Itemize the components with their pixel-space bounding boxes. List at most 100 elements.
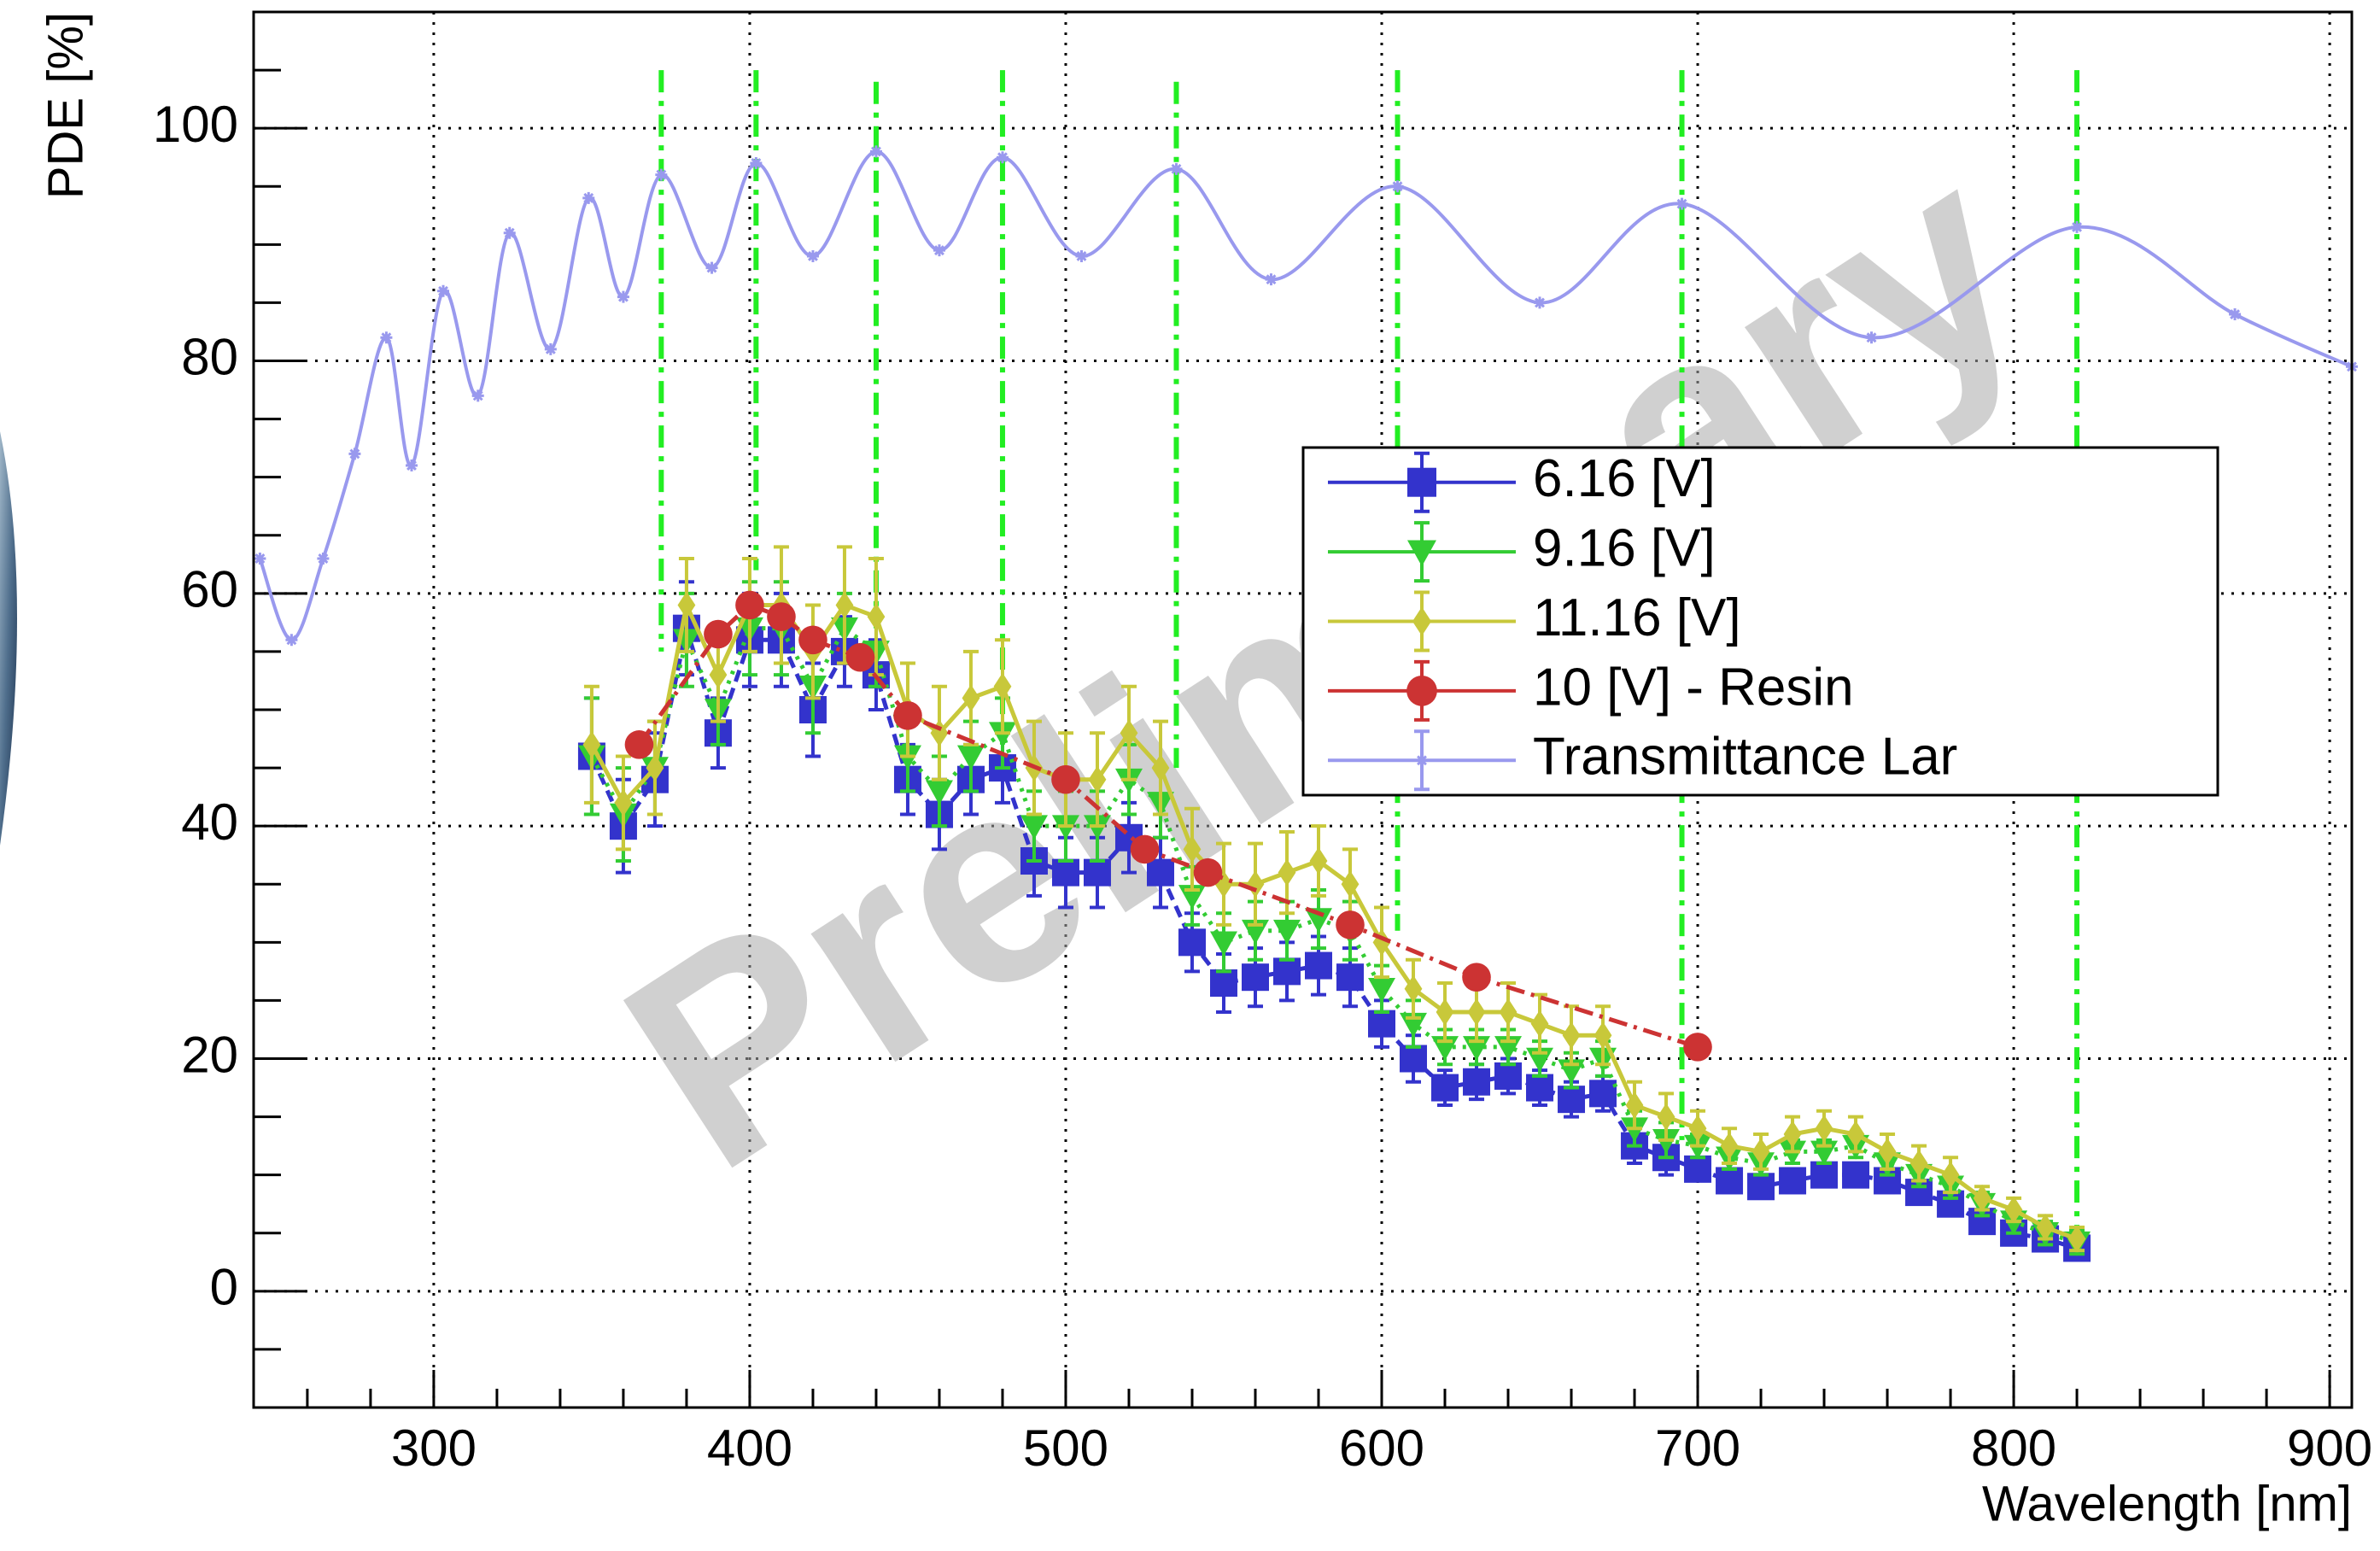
marker — [1416, 754, 1428, 767]
marker — [471, 389, 484, 402]
marker — [1815, 1115, 1833, 1143]
marker — [1562, 1021, 1581, 1050]
marker — [617, 290, 629, 303]
marker — [614, 788, 633, 816]
series-line — [258, 149, 2353, 642]
marker — [1305, 908, 1333, 934]
marker — [1431, 1074, 1459, 1102]
marker — [1657, 1103, 1675, 1131]
marker — [1720, 1132, 1739, 1160]
x-tick-label: 900 — [2287, 1419, 2372, 1477]
photo-fragment — [0, 431, 17, 846]
marker — [1878, 1138, 1897, 1166]
marker — [845, 642, 875, 672]
marker — [348, 448, 361, 460]
marker — [1341, 870, 1360, 898]
marker — [1391, 180, 1404, 193]
marker — [1083, 858, 1111, 887]
marker — [1973, 1184, 1991, 1212]
marker — [933, 244, 945, 257]
x-tick-label: 500 — [1023, 1419, 1108, 1477]
marker — [1120, 719, 1138, 747]
marker — [503, 226, 516, 239]
legend-label: 6.16 [V] — [1533, 449, 1716, 508]
marker — [1412, 606, 1432, 636]
marker — [1241, 963, 1269, 992]
y-tick-label: 0 — [210, 1259, 238, 1316]
marker — [1467, 998, 1486, 1027]
marker — [1193, 857, 1223, 887]
marker — [1272, 919, 1301, 945]
x-tick-label: 800 — [1971, 1419, 2056, 1477]
marker — [1372, 928, 1391, 957]
marker — [750, 157, 763, 170]
marker — [709, 661, 728, 689]
marker — [437, 284, 450, 297]
marker — [1684, 1155, 1712, 1183]
marker — [1526, 1074, 1554, 1102]
marker — [704, 619, 733, 649]
marker — [1683, 1033, 1712, 1062]
marker — [1747, 1173, 1775, 1201]
marker — [1368, 978, 1396, 1003]
marker — [1368, 1010, 1396, 1038]
x-axis-title: Wavelength [nm] — [1982, 1476, 2352, 1531]
marker — [1088, 765, 1107, 793]
marker — [1499, 998, 1517, 1027]
marker — [867, 603, 886, 631]
marker — [646, 754, 664, 782]
marker — [1846, 1121, 1865, 1149]
marker — [1779, 1167, 1807, 1195]
marker — [1209, 931, 1237, 957]
marker — [1530, 1010, 1549, 1038]
marker — [993, 672, 1012, 700]
legend-label: 11.16 [V] — [1533, 588, 1741, 647]
marker — [1336, 963, 1365, 992]
y-tick-label: 40 — [181, 793, 238, 851]
marker — [893, 701, 922, 730]
marker — [1178, 928, 1206, 957]
marker — [1941, 1161, 1960, 1189]
marker — [1675, 197, 1688, 210]
marker — [962, 684, 980, 712]
marker — [624, 730, 654, 759]
marker — [1463, 1068, 1491, 1096]
marker — [767, 602, 796, 631]
marker — [1688, 1115, 1707, 1143]
marker — [1051, 858, 1079, 887]
marker — [1400, 1045, 1428, 1073]
marker — [1265, 273, 1278, 286]
marker — [956, 745, 985, 770]
marker — [1407, 540, 1436, 567]
marker — [1336, 910, 1365, 939]
marker — [1593, 1021, 1612, 1050]
legend-label: 10 [V] - Resin — [1533, 658, 1854, 717]
marker — [869, 145, 882, 158]
marker — [705, 261, 718, 274]
marker — [677, 591, 696, 619]
marker — [1404, 974, 1423, 1003]
marker — [317, 552, 330, 565]
marker — [735, 590, 764, 620]
marker — [835, 591, 854, 619]
legend: 6.16 [V] 9.16 [V] 11.16 [V] 10 [V] - Resin T… — [1301, 446, 2219, 797]
marker — [1783, 1121, 1802, 1149]
marker — [798, 625, 827, 655]
y-tick-label: 60 — [181, 561, 238, 618]
y-tick-label: 80 — [181, 328, 238, 385]
marker — [996, 151, 1009, 164]
marker — [1183, 835, 1202, 863]
marker — [1842, 1161, 1870, 1189]
plot-frame — [252, 10, 2354, 1409]
marker — [1865, 331, 1878, 344]
marker — [806, 249, 819, 262]
legend-label: 9.16 [V] — [1533, 518, 1716, 577]
x-tick-label: 300 — [391, 1419, 477, 1477]
marker — [1909, 1150, 1928, 1178]
marker — [2071, 220, 2084, 233]
marker — [1305, 951, 1333, 980]
marker — [1494, 1062, 1523, 1090]
x-tick-label: 700 — [1655, 1419, 1740, 1477]
marker — [1020, 815, 1048, 840]
